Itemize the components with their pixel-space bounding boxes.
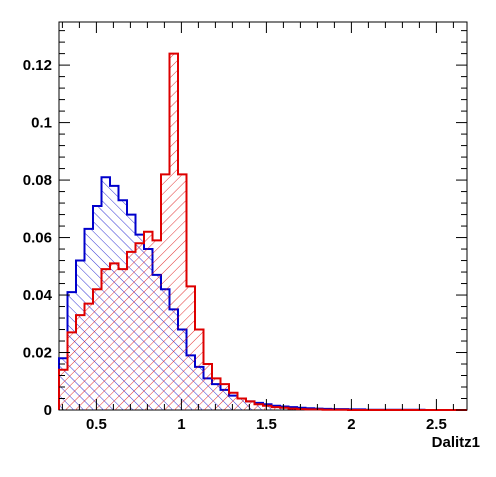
y-tick-label: 0.04 xyxy=(23,287,53,304)
x-tick-label: 0.5 xyxy=(86,416,107,433)
y-tick-label: 0.12 xyxy=(23,57,52,74)
y-tick-label: 0.1 xyxy=(31,115,52,132)
histogram-bin xyxy=(221,384,230,410)
histogram-bin xyxy=(246,401,255,410)
x-tick-label: 1.5 xyxy=(256,416,277,433)
x-tick-label: 2 xyxy=(347,416,355,433)
histogram-bin xyxy=(178,174,187,410)
histogram-bin xyxy=(153,240,162,410)
histogram-bin xyxy=(136,243,145,410)
histogram-bin xyxy=(102,269,111,410)
histogram-bin xyxy=(204,364,213,410)
histogram-bin xyxy=(170,54,179,410)
x-tick-label: 2.5 xyxy=(426,416,447,433)
histogram-bin xyxy=(93,289,102,410)
histogram-bin xyxy=(195,330,204,410)
histogram-bin xyxy=(238,399,247,410)
histogram-bin xyxy=(85,304,94,410)
histogram-bin xyxy=(229,393,238,410)
y-tick-label: 0.06 xyxy=(23,230,52,247)
x-axis-title: Dalitz1 xyxy=(432,434,480,451)
y-tick-label: 0 xyxy=(44,402,52,419)
histogram-bin xyxy=(212,378,221,410)
histogram-bin xyxy=(161,174,170,410)
histogram-bin xyxy=(110,263,119,410)
histogram-bin xyxy=(119,269,128,410)
histogram-bin xyxy=(127,252,136,410)
series-layer xyxy=(59,54,467,410)
histogram-bin xyxy=(76,315,85,410)
histogram-bin xyxy=(187,286,196,410)
x-tick-label: 1 xyxy=(177,416,185,433)
y-tick-label: 0.08 xyxy=(23,172,52,189)
histogram-bin xyxy=(144,232,153,410)
histogram-bin xyxy=(68,332,77,410)
y-tick-label: 0.02 xyxy=(23,345,52,362)
